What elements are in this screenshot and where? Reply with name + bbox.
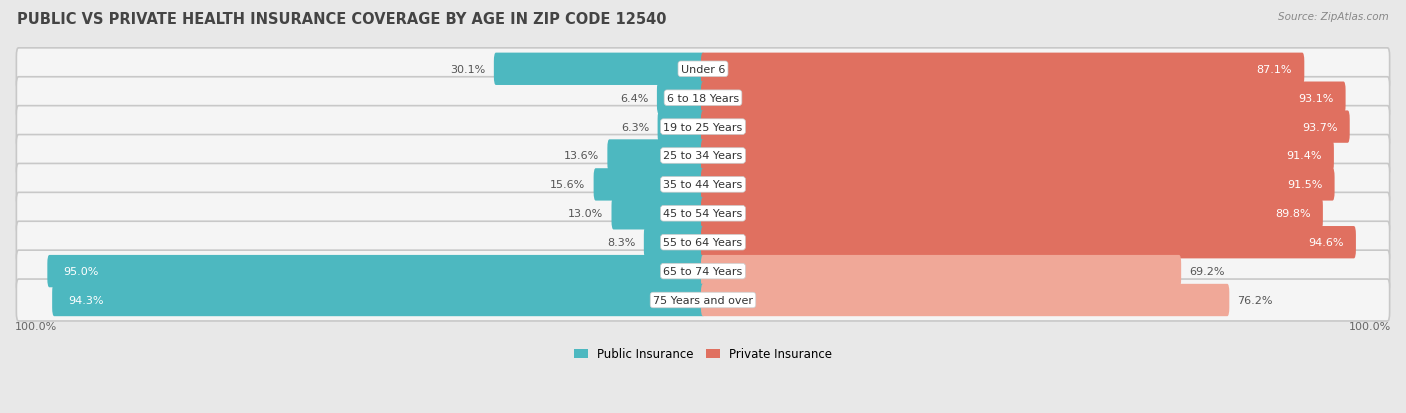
Text: 91.5%: 91.5%: [1286, 180, 1322, 190]
Text: 65 to 74 Years: 65 to 74 Years: [664, 266, 742, 276]
Text: 6 to 18 Years: 6 to 18 Years: [666, 93, 740, 103]
FancyBboxPatch shape: [702, 82, 1346, 114]
FancyBboxPatch shape: [48, 255, 704, 287]
FancyBboxPatch shape: [17, 164, 1389, 206]
FancyBboxPatch shape: [494, 53, 704, 86]
Text: 35 to 44 Years: 35 to 44 Years: [664, 180, 742, 190]
Text: 13.0%: 13.0%: [568, 209, 603, 219]
Text: 87.1%: 87.1%: [1257, 65, 1292, 75]
Text: 55 to 64 Years: 55 to 64 Years: [664, 237, 742, 248]
Text: 6.3%: 6.3%: [621, 122, 650, 132]
Text: 30.1%: 30.1%: [450, 65, 485, 75]
Text: 95.0%: 95.0%: [63, 266, 98, 276]
FancyBboxPatch shape: [657, 82, 704, 114]
Text: 100.0%: 100.0%: [1348, 321, 1391, 331]
Text: 75 Years and over: 75 Years and over: [652, 295, 754, 305]
FancyBboxPatch shape: [702, 169, 1334, 201]
FancyBboxPatch shape: [702, 226, 1355, 259]
FancyBboxPatch shape: [52, 284, 704, 316]
Text: 91.4%: 91.4%: [1286, 151, 1322, 161]
FancyBboxPatch shape: [658, 111, 704, 143]
FancyBboxPatch shape: [17, 78, 1389, 119]
FancyBboxPatch shape: [612, 198, 704, 230]
Text: 76.2%: 76.2%: [1237, 295, 1272, 305]
Text: 25 to 34 Years: 25 to 34 Years: [664, 151, 742, 161]
FancyBboxPatch shape: [702, 111, 1350, 143]
Text: 45 to 54 Years: 45 to 54 Years: [664, 209, 742, 219]
Text: 19 to 25 Years: 19 to 25 Years: [664, 122, 742, 132]
Text: PUBLIC VS PRIVATE HEALTH INSURANCE COVERAGE BY AGE IN ZIP CODE 12540: PUBLIC VS PRIVATE HEALTH INSURANCE COVER…: [17, 12, 666, 27]
FancyBboxPatch shape: [702, 255, 1181, 287]
FancyBboxPatch shape: [607, 140, 704, 172]
Text: 94.3%: 94.3%: [67, 295, 104, 305]
Text: 93.7%: 93.7%: [1302, 122, 1337, 132]
Text: 89.8%: 89.8%: [1275, 209, 1310, 219]
Text: 94.6%: 94.6%: [1308, 237, 1344, 248]
Text: 8.3%: 8.3%: [607, 237, 636, 248]
FancyBboxPatch shape: [17, 49, 1389, 90]
Legend: Public Insurance, Private Insurance: Public Insurance, Private Insurance: [569, 343, 837, 366]
Text: Source: ZipAtlas.com: Source: ZipAtlas.com: [1278, 12, 1389, 22]
FancyBboxPatch shape: [702, 53, 1305, 86]
FancyBboxPatch shape: [17, 107, 1389, 148]
FancyBboxPatch shape: [644, 226, 704, 259]
FancyBboxPatch shape: [17, 279, 1389, 321]
Text: 15.6%: 15.6%: [550, 180, 585, 190]
Text: 13.6%: 13.6%: [564, 151, 599, 161]
FancyBboxPatch shape: [17, 222, 1389, 263]
Text: Under 6: Under 6: [681, 65, 725, 75]
FancyBboxPatch shape: [702, 198, 1323, 230]
Text: 69.2%: 69.2%: [1189, 266, 1225, 276]
FancyBboxPatch shape: [702, 284, 1229, 316]
Text: 93.1%: 93.1%: [1298, 93, 1333, 103]
FancyBboxPatch shape: [17, 135, 1389, 177]
Text: 100.0%: 100.0%: [15, 321, 58, 331]
FancyBboxPatch shape: [17, 251, 1389, 292]
Text: 6.4%: 6.4%: [620, 93, 648, 103]
FancyBboxPatch shape: [702, 140, 1334, 172]
FancyBboxPatch shape: [17, 193, 1389, 235]
FancyBboxPatch shape: [593, 169, 704, 201]
